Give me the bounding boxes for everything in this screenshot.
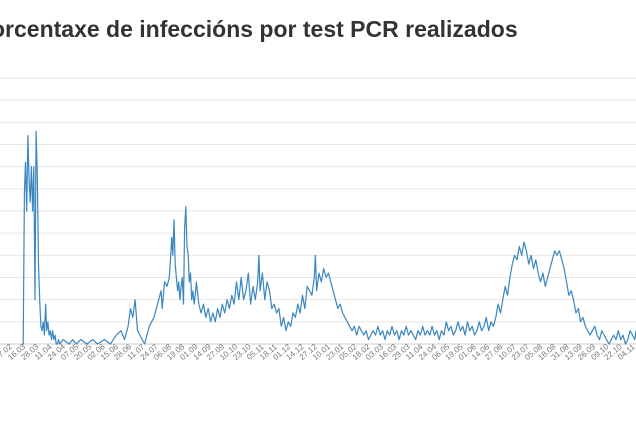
x-tick-labels: 27.0216.0328.0311.0424.0407.0520.0502.06…	[0, 342, 636, 362]
gridlines	[0, 77, 636, 323]
series-line	[22, 130, 636, 345]
chart-title: orcentaxe de infeccións por test PCR rea…	[0, 16, 518, 42]
